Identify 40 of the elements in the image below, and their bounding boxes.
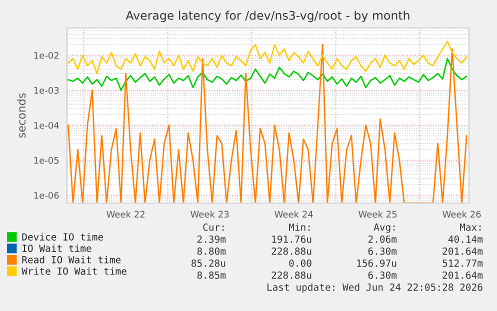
x-tick-label: Week 25	[358, 210, 397, 218]
text: 2.06m	[368, 235, 397, 243]
line-series	[68, 58, 468, 91]
text: 8.85m	[197, 271, 226, 279]
x-tick-label: Week 24	[274, 210, 313, 218]
y-tick-label: 1e-04	[34, 122, 59, 129]
legend-label: Device IO time	[22, 233, 103, 241]
y-tick-label: 1e-06	[34, 192, 59, 199]
x-tick-label: Week 22	[106, 210, 144, 218]
y-axis-title: seconds	[17, 93, 26, 138]
text: 228.88u	[272, 271, 312, 279]
legend-label: Write IO Wait time	[22, 267, 126, 275]
text: 201.64m	[442, 247, 483, 255]
text: 8.80m	[197, 247, 226, 255]
legend-label: Read IO Wait time	[22, 256, 121, 264]
legend-label: IO Wait time	[22, 244, 92, 252]
text: 191.76u	[272, 235, 312, 243]
line-series	[68, 44, 468, 203]
text: Avg:	[374, 224, 395, 233]
text: Cur:	[203, 223, 224, 231]
text: 6.30m	[368, 271, 397, 279]
y-tick-label: 1e-05	[34, 156, 59, 164]
line-series	[68, 40, 468, 74]
text: 156.97u	[357, 259, 396, 267]
text: 85.28u	[192, 259, 226, 267]
text: 201.64m	[442, 271, 483, 279]
text: 6.30m	[368, 247, 397, 255]
text: 2.39m	[197, 235, 226, 243]
text: Max:	[460, 224, 481, 231]
text: Min:	[288, 223, 310, 231]
text: 40.14m	[448, 235, 483, 243]
x-tick-label: Week 23	[190, 210, 229, 218]
y-tick-label: 1e-02	[34, 52, 58, 59]
x-tick-label: Week 26	[442, 210, 481, 218]
text: 0.00	[289, 259, 312, 267]
text: 228.88u	[272, 247, 312, 255]
text: Last update: Wed Jun 24 22:05:28 2026	[267, 283, 482, 293]
text: 512.77m	[442, 259, 483, 267]
chart-title: Average latency for /dev/ns3-vg/root - by month	[126, 10, 410, 22]
y-tick-label: 1e-03	[34, 86, 59, 94]
